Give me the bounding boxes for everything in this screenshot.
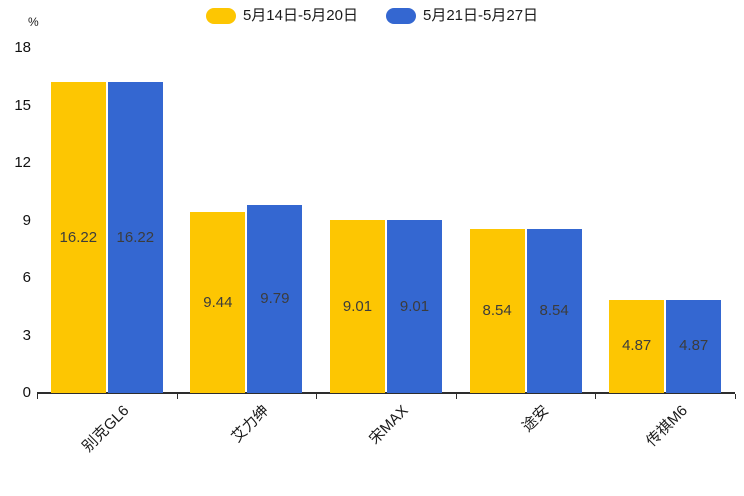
legend-item-1[interactable]: 5月14日-5月20日: [205, 7, 358, 24]
bar-value-label: 9.79: [260, 290, 290, 308]
x-axis-tick: [455, 394, 457, 399]
y-tick-label-0: 0: [22, 384, 31, 401]
bar-series0-cat0[interactable]: [50, 82, 106, 393]
bar-series0-cat1[interactable]: [190, 212, 246, 393]
bar-value-label: 9.44: [203, 293, 233, 311]
bar-value-label: 4.87: [679, 337, 709, 355]
bar-value-label: 4.87: [622, 337, 652, 355]
legend-swatch-icon: [205, 8, 236, 24]
bar-series1-cat0[interactable]: [107, 82, 163, 393]
x-category-label-4: 传祺M6: [643, 402, 692, 451]
legend-label: 5月21日-5月27日: [423, 7, 539, 24]
x-category-label-1: 艾力绅: [228, 402, 273, 446]
x-category-label-2: 宋MAX: [366, 402, 413, 448]
bar-value-label: 16.22: [116, 228, 155, 246]
bar-series1-cat4[interactable]: [666, 299, 722, 393]
x-axis-tick: [37, 394, 38, 399]
legend: 5月14日-5月20日 5月21日-5月27日: [0, 8, 744, 24]
bar-value-label: 9.01: [342, 297, 373, 315]
bar-series1-cat1[interactable]: [247, 205, 303, 393]
bar-series0-cat2[interactable]: [330, 220, 385, 393]
y-tick-label-3: 3: [22, 326, 31, 344]
y-tick-label-15: 15: [14, 96, 31, 114]
bar-series1-cat2[interactable]: [387, 220, 442, 393]
x-axis-tick: [316, 394, 318, 399]
y-tick-label-18: 18: [14, 39, 31, 56]
x-axis-tick: [176, 394, 178, 399]
bar-series0-cat4[interactable]: [609, 299, 665, 393]
legend-swatch-icon: [386, 8, 416, 24]
x-category-label-3: 途安: [518, 402, 552, 436]
x-axis-tick: [735, 394, 736, 399]
x-axis-line: [37, 392, 735, 394]
x-category-label-0: 别克GL6: [79, 402, 133, 456]
y-tick-label-9: 9: [22, 211, 31, 229]
bar-value-label: 8.54: [482, 302, 512, 320]
bar-value-label: 8.54: [539, 302, 569, 320]
legend-label: 5月14日-5月20日: [242, 7, 358, 24]
bar-value-label: 16.22: [59, 228, 98, 246]
y-axis-unit-label: %: [28, 15, 39, 29]
x-axis-tick: [595, 394, 597, 399]
bar-value-label: 9.01: [399, 297, 430, 315]
bar-series1-cat3[interactable]: [526, 229, 582, 393]
bar-series0-cat3[interactable]: [469, 229, 525, 393]
legend-item-2[interactable]: 5月21日-5月27日: [386, 8, 538, 24]
y-tick-label-12: 12: [14, 154, 31, 171]
y-tick-label-6: 6: [22, 269, 31, 286]
